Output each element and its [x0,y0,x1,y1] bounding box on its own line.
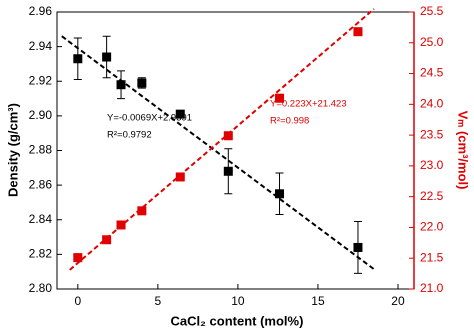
y-tick-label: 2.88 [29,143,53,157]
y2-tick-label: 25.5 [420,4,444,18]
data-point [116,220,126,230]
x-tick-label: 20 [391,294,405,308]
x-tick-label: 15 [311,294,325,308]
fit-r2: R²=0.9792 [107,130,152,141]
data-point [275,93,285,103]
data-point [137,78,147,88]
y-tick-label: 2.94 [29,39,53,53]
data-point [73,253,83,263]
fit-equation: Y=0.223X+21.423 [270,99,347,110]
y-tick-label: 2.80 [29,281,53,295]
data-point [102,52,112,62]
data-point [175,109,185,119]
y-tick-label: 2.96 [29,4,53,18]
data-point [102,235,112,245]
x-tick-label: 10 [231,294,245,308]
data-point [223,166,233,176]
y-tick-label: 2.86 [29,177,53,191]
y2-tick-label: 24.0 [420,97,444,111]
y2-tick-label: 23.5 [420,127,444,141]
fit-equation: Y=-0.0069X+2.9391 [107,113,192,124]
y-tick-label: 2.92 [29,73,53,87]
data-point [116,80,126,90]
y-tick-label: 2.90 [29,108,53,122]
fit-r2: R²=0.998 [270,116,309,127]
x-tick-label: 5 [155,294,162,308]
fit-line [61,35,375,270]
y-axis-label: Density (g/cm³) [5,103,20,197]
data-point [223,131,233,141]
y2-tick-label: 24.5 [420,66,444,80]
y-tick-label: 2.84 [29,212,53,226]
data-point [353,242,363,252]
y2-tick-label: 25.0 [420,35,444,49]
data-point [137,206,147,216]
y2-axis-label: Vₘ (cm³/mol) [456,111,471,190]
data-point [175,172,185,182]
data-point [73,54,83,64]
y2-tick-label: 21.5 [420,250,444,264]
y2-tick-label: 22.5 [420,189,444,203]
data-point [275,189,285,199]
x-axis-label: CaCl₂ content (mol%) [171,313,304,328]
y2-tick-label: 22.0 [420,220,444,234]
y2-tick-label: 21.0 [420,281,444,295]
y2-tick-label: 23.0 [420,158,444,172]
x-tick-label: 0 [74,294,81,308]
y-tick-label: 2.82 [29,247,53,261]
data-point [353,27,363,37]
